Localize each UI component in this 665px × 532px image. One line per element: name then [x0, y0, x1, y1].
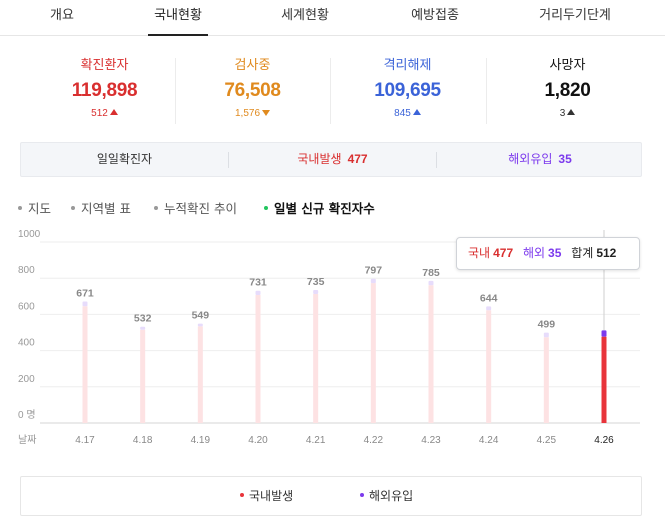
- stat-testing-delta: 1,576: [175, 106, 330, 122]
- legend-domestic[interactable]: 국내발생: [240, 477, 293, 515]
- bar-total-label: 644: [480, 292, 498, 304]
- bar-domestic: [197, 326, 203, 423]
- legend-dot-icon: [240, 493, 244, 497]
- y-tick-label: 200: [18, 374, 35, 385]
- bar-domestic: [601, 336, 607, 423]
- bar-overseas: [313, 289, 319, 294]
- tooltip-overseas: 해외 35: [522, 246, 562, 260]
- bar-domestic: [82, 306, 88, 423]
- x-tick-label: 4.25: [537, 435, 557, 446]
- y-tick-label: 0 명: [18, 409, 36, 421]
- x-tick-label: 4.21: [306, 435, 326, 446]
- arrow-up-icon: [109, 109, 118, 115]
- x-axis-label: 날짜: [18, 434, 36, 446]
- bar-domestic: [313, 293, 319, 423]
- stat-confirmed-value: 119,898: [71, 80, 138, 101]
- bar-overseas: [197, 323, 203, 327]
- arrow-down-icon: [262, 110, 271, 116]
- stat-released-value: 109,695: [374, 80, 441, 101]
- stat-deaths-label: 사망자: [549, 58, 586, 73]
- submenu-daily-new[interactable]: 일별 신규 확진자수: [264, 198, 375, 217]
- bar-overseas: [486, 306, 492, 311]
- bullet-icon: [18, 206, 22, 210]
- stat-confirmed: 확진환자 119,898 512: [27, 56, 182, 122]
- stat-released-label: 격리해제: [383, 58, 432, 73]
- tab-world[interactable]: 세계현황: [281, 8, 329, 23]
- x-tick-label: 4.19: [191, 435, 211, 446]
- stat-deaths-delta: 3: [490, 106, 645, 122]
- tab-distancing[interactable]: 거리두기단계: [539, 8, 611, 23]
- bar-overseas: [82, 301, 88, 307]
- tooltip-domestic: 국내 477: [468, 246, 514, 260]
- tab-bar: 개요 국내현황 세계현황 예방접종 거리두기단계: [0, 0, 665, 36]
- daily-domestic: 국내발생 477: [297, 152, 368, 166]
- bar-total-label: 499: [538, 319, 556, 331]
- bar-total-label: 549: [192, 310, 210, 322]
- y-tick-label: 400: [18, 338, 35, 349]
- stat-confirmed-label: 확진환자: [80, 58, 129, 73]
- bar-overseas: [255, 290, 261, 296]
- stat-deaths: 사망자 1,820 3: [490, 56, 645, 122]
- x-tick-label: 4.23: [421, 435, 441, 446]
- bar-overseas: [140, 326, 146, 330]
- legend-overseas[interactable]: 해외유입: [360, 477, 413, 515]
- bullet-icon: [264, 206, 268, 210]
- bar-domestic: [486, 310, 492, 423]
- tab-domestic[interactable]: 국내현황: [148, 0, 208, 36]
- stat-testing: 검사중 76,508 1,576: [175, 56, 330, 122]
- divider: [175, 58, 176, 124]
- x-tick-label: 4.26: [594, 435, 614, 446]
- x-tick-label: 4.18: [133, 435, 153, 446]
- bar-total-label: 735: [307, 276, 325, 288]
- stat-released-delta: 845: [330, 106, 485, 122]
- arrow-up-icon: [567, 109, 576, 115]
- stat-deaths-value: 1,820: [544, 80, 591, 101]
- x-tick-label: 4.17: [75, 435, 95, 446]
- divider: [486, 58, 487, 124]
- bar-total-label: 731: [249, 277, 267, 289]
- x-tick-label: 4.20: [248, 435, 268, 446]
- x-tick-label: 4.22: [364, 435, 384, 446]
- submenu-region-table[interactable]: 지역별 표: [71, 198, 131, 217]
- chart-tooltip: 국내 477 해외 35 합계 512: [456, 237, 640, 270]
- tooltip-total: 합계 512: [571, 246, 617, 260]
- chart-legend: 국내발생 해외유입: [20, 476, 642, 516]
- submenu-cumulative-trend[interactable]: 누적확진 추이: [154, 198, 237, 217]
- stat-testing-value: 76,508: [224, 80, 281, 101]
- bar-domestic: [543, 337, 549, 423]
- daily-overseas: 해외유입 35: [508, 152, 572, 166]
- bar-domestic: [255, 295, 261, 423]
- bar-total-label: 532: [134, 313, 152, 325]
- bar-overseas: [370, 278, 376, 284]
- divider: [228, 152, 229, 168]
- divider: [330, 58, 331, 124]
- stat-released: 격리해제 109,695 845: [330, 56, 485, 122]
- bar-domestic: [428, 285, 434, 423]
- stat-testing-label: 검사중: [234, 58, 271, 73]
- daily-confirmed-summary: 일일확진자 국내발생 477 해외유입 35: [20, 142, 642, 177]
- arrow-up-icon: [412, 109, 421, 115]
- bar-total-label: 785: [422, 267, 440, 279]
- stat-confirmed-delta: 512: [27, 106, 182, 122]
- divider: [436, 152, 437, 168]
- stats-summary: 확진환자 119,898 512 검사중 76,508 1,576 격리해제 1…: [0, 56, 665, 126]
- legend-dot-icon: [360, 493, 364, 497]
- tab-overview[interactable]: 개요: [50, 8, 74, 23]
- bar-overseas: [601, 330, 607, 337]
- y-tick-label: 1000: [18, 230, 41, 240]
- y-tick-label: 800: [18, 265, 35, 276]
- daily-label: 일일확진자: [96, 152, 153, 166]
- bar-domestic: [140, 329, 146, 423]
- bullet-icon: [71, 206, 75, 210]
- bar-total-label: 671: [76, 288, 94, 300]
- tab-vaccination[interactable]: 예방접종: [411, 8, 459, 23]
- bar-overseas: [428, 280, 434, 286]
- bar-domestic: [370, 283, 376, 423]
- bar-overseas: [543, 332, 549, 338]
- submenu-map[interactable]: 지도: [18, 198, 51, 217]
- bar-total-label: 797: [365, 265, 383, 277]
- x-tick-label: 4.24: [479, 435, 499, 446]
- y-tick-label: 600: [18, 301, 35, 312]
- bullet-icon: [154, 206, 158, 210]
